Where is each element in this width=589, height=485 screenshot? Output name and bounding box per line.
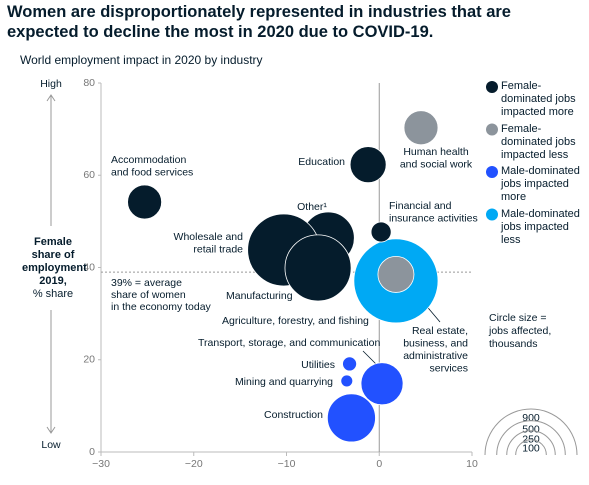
legend-label: Male-dominated jobs impacted more — [501, 165, 580, 203]
y-tick-label: 0 — [89, 446, 95, 458]
bubble-label: administrative — [403, 350, 468, 362]
bubble — [360, 362, 404, 406]
y-axis-unit: % share — [32, 288, 74, 300]
size-legend-title: thousands — [489, 338, 537, 350]
y-tick-label: 80 — [83, 77, 95, 89]
bubble-label: Manufacturing — [226, 290, 293, 302]
legend-swatch — [486, 81, 498, 93]
bubble — [340, 374, 354, 388]
bubble — [377, 256, 415, 293]
legend-label: Male-dominated jobs impacted less — [501, 207, 580, 246]
bubble — [349, 146, 387, 184]
y-axis-label: Female share of employment 2019, — [22, 236, 87, 287]
arrow-head — [46, 426, 56, 434]
arrow-head — [46, 94, 56, 102]
bubble-label: business, and — [403, 337, 468, 349]
size-legend-arc — [484, 408, 578, 456]
size-legend-title: jobs affected, — [488, 325, 551, 337]
y-low-label: Low — [41, 439, 61, 451]
leader-line — [362, 350, 377, 365]
legend-label: Female-dominated jobs impacted less — [501, 122, 576, 161]
legend-swatch — [486, 123, 498, 136]
bubble — [127, 184, 162, 220]
title: Women are disproportionately represented… — [7, 3, 511, 41]
bubble — [342, 356, 357, 372]
bubble-label: Other¹ — [297, 201, 327, 213]
legend-label: Female-dominated jobs impacted more — [501, 80, 576, 118]
bubble-label: Human health — [403, 146, 469, 158]
size-legend-arc — [506, 430, 556, 456]
legend-swatch — [486, 166, 498, 178]
size-legend-title: Circle size = — [489, 312, 546, 324]
legend-swatch — [486, 208, 498, 221]
bubble-label: Financial and — [389, 200, 452, 212]
size-legend-label: 500 — [522, 423, 540, 435]
bubble-label: Education — [298, 156, 345, 168]
y-tick-label: 20 — [83, 354, 95, 366]
bubble-label: insurance activities — [389, 212, 478, 224]
size-legend-arc — [515, 439, 547, 456]
bubble-label: and food services — [111, 166, 193, 178]
bubble-label: Accommodation — [111, 154, 186, 166]
bubble — [403, 110, 439, 146]
size-legend-label: 900 — [522, 412, 540, 424]
bubble-label: Utilities — [301, 359, 335, 371]
y-tick-label: 40 — [83, 261, 95, 273]
reference-label: in the economy today — [111, 301, 212, 313]
y-tick-label: 60 — [83, 169, 95, 181]
bubble — [284, 234, 352, 302]
bubble — [370, 221, 392, 243]
bubble-label: and social work — [400, 158, 473, 170]
size-legend-arc — [496, 420, 566, 456]
x-tick-label: −20 — [185, 458, 203, 470]
size-legend-label: 100 — [522, 442, 540, 454]
y-high-label: High — [40, 78, 62, 90]
x-tick-label: 10 — [466, 458, 478, 470]
x-tick-label: −30 — [92, 458, 110, 470]
bubble-label: Real estate, — [412, 325, 468, 337]
bubble-label: services — [429, 362, 468, 374]
bubble-label: Agriculture, forestry, and fishing — [222, 315, 369, 327]
bubble-label: Construction — [264, 409, 323, 421]
x-tick-label: 0 — [376, 458, 382, 470]
bubble — [326, 393, 376, 443]
bubble-label: retail trade — [193, 243, 243, 255]
reference-label: share of women — [111, 289, 186, 301]
subtitle: World employment impact in 2020 by indus… — [20, 53, 263, 67]
reference-label: 39% = average — [111, 277, 182, 289]
bubble-label: Wholesale and — [174, 231, 244, 243]
bubble-label: Transport, storage, and communication — [198, 337, 380, 349]
bubble-label: Mining and quarrying — [235, 376, 333, 388]
x-tick-label: −10 — [278, 458, 296, 470]
